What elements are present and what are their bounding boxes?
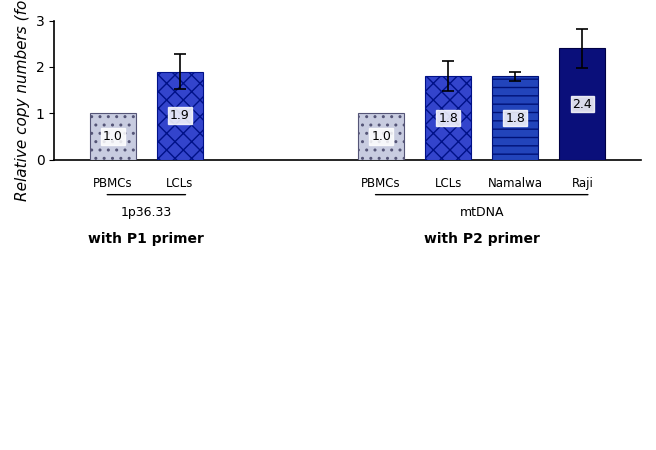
Text: with P2 primer: with P2 primer: [424, 232, 540, 246]
Bar: [358, 113, 404, 160]
Text: with P1 primer: with P1 primer: [89, 232, 204, 246]
Bar: [560, 48, 605, 160]
Text: 1.0: 1.0: [103, 130, 123, 143]
Text: 2.4: 2.4: [573, 98, 592, 111]
Text: 1.8: 1.8: [438, 112, 458, 125]
Text: LCLs: LCLs: [166, 176, 194, 189]
Y-axis label: Relative copy numbers (fold): Relative copy numbers (fold): [15, 0, 30, 201]
Text: mtDNA: mtDNA: [459, 206, 504, 219]
Bar: [157, 72, 203, 160]
Text: PBMCs: PBMCs: [93, 176, 133, 189]
Text: 1.0: 1.0: [371, 130, 391, 143]
Text: LCLs: LCLs: [434, 176, 462, 189]
Text: Raji: Raji: [571, 176, 593, 189]
Text: 1p36.33: 1p36.33: [121, 206, 172, 219]
Bar: [425, 76, 471, 160]
Text: 1.8: 1.8: [505, 112, 525, 125]
Bar: [90, 113, 136, 160]
Text: 1.9: 1.9: [170, 109, 190, 122]
Text: PBMCs: PBMCs: [361, 176, 401, 189]
Bar: [492, 76, 539, 160]
Text: Namalwa: Namalwa: [488, 176, 543, 189]
